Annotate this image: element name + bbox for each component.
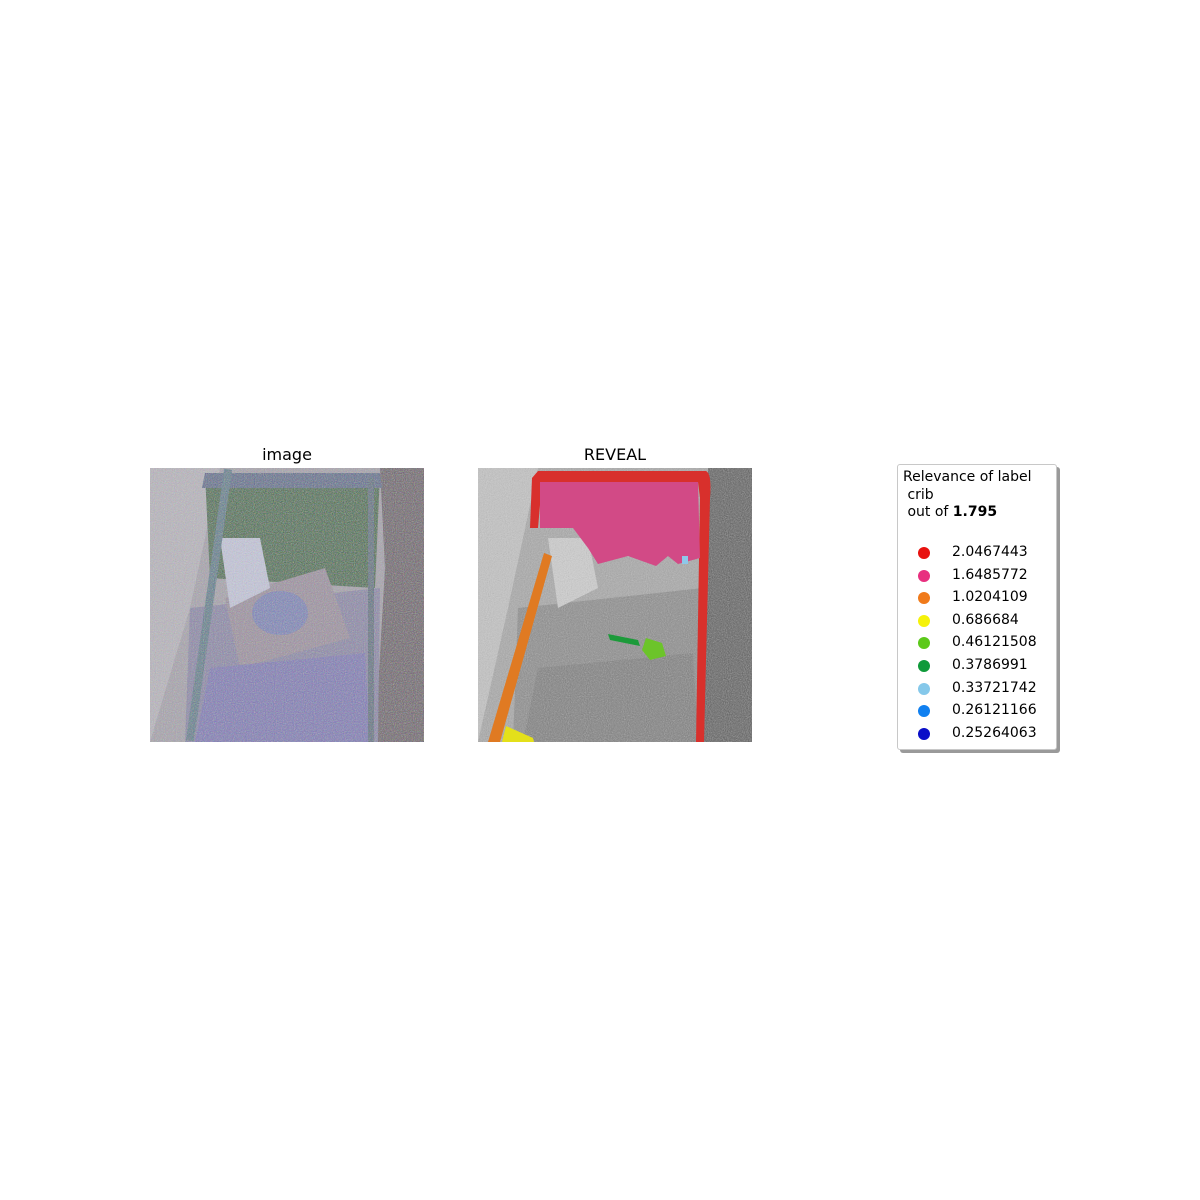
legend-title-line1: Relevance of label (903, 469, 1032, 485)
legend-title: Relevance of label crib out of 1.795 (903, 469, 1032, 522)
legend-marker (918, 660, 930, 672)
legend-marker (918, 614, 930, 627)
legend-item: 1.0204109 (898, 588, 1056, 608)
legend-value: 0.3786991 (952, 657, 1028, 673)
legend-item: 0.46121508 (898, 633, 1056, 653)
relevance-legend: Relevance of label crib out of 1.795 2.0… (897, 464, 1057, 750)
legend-item: 0.3786991 (898, 656, 1056, 676)
legend-value: 0.686684 (952, 611, 1019, 628)
legend-title-line3-prefix: out of (903, 504, 953, 520)
legend-marker (918, 727, 930, 740)
legend-marker (918, 637, 930, 650)
legend-value: 0.26121166 (952, 702, 1037, 719)
legend-marker (918, 569, 930, 582)
reveal-panel-title: REVEAL (583, 445, 647, 464)
legend-item: 0.26121166 (898, 701, 1056, 721)
legend-value: 0.25264063 (952, 724, 1037, 741)
legend-total: 1.795 (952, 504, 998, 520)
legend-value: 0.46121508 (952, 634, 1037, 651)
legend-value: 2.0467443 (952, 544, 1028, 560)
legend-item: 1.6485772 (898, 566, 1056, 586)
legend-value: 1.0204109 (952, 589, 1028, 606)
legend-marker (918, 705, 930, 718)
legend-item: 2.0467443 (898, 543, 1056, 563)
legend-marker (918, 682, 930, 695)
legend-value: 0.33721742 (952, 679, 1037, 696)
legend-marker (918, 592, 930, 605)
original-image (150, 468, 424, 742)
legend-item: 0.25264063 (898, 724, 1056, 744)
reveal-image (478, 468, 752, 742)
legend-title-line2: crib (903, 486, 934, 503)
image-panel-title: image (262, 445, 312, 464)
legend-item: 0.33721742 (898, 679, 1056, 699)
legend-item: 0.686684 (898, 611, 1056, 631)
legend-marker (918, 547, 930, 559)
legend-value: 1.6485772 (952, 566, 1028, 583)
